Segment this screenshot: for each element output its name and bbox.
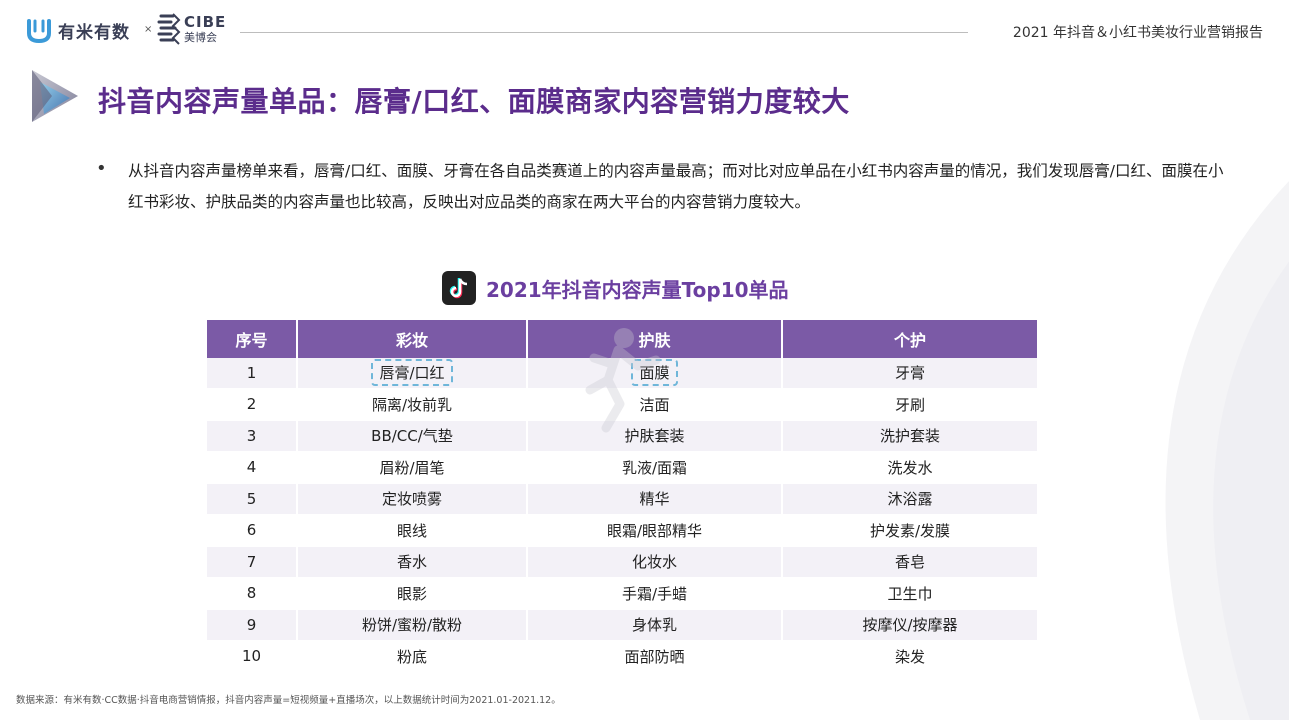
table-row: 4 眉粉/眉笔 乳液/面霜 洗发水: [207, 451, 1037, 484]
page-header: 有米有数 × CIBE 美博会 2021 年抖音＆小红书美妆行业营销报告: [0, 0, 1289, 60]
rank-cell: 3: [207, 420, 298, 453]
makeup-cell: 粉底: [297, 640, 528, 673]
makeup-cell: 粉饼/蜜粉/散粉: [297, 609, 528, 642]
bullet-marker: •: [96, 158, 107, 179]
rank-cell: 6: [207, 514, 298, 547]
personal-care-cell: 按摩仪/按摩器: [782, 609, 1037, 642]
youmi-logo-text: 有米有数: [58, 23, 130, 43]
personal-care-cell: 洗护套装: [782, 420, 1037, 453]
table-row: 2 隔离/妆前乳 洁面 牙刷: [207, 388, 1037, 421]
skincare-cell: 精华: [527, 483, 783, 516]
skincare-cell: 化妆水: [527, 546, 783, 579]
skincare-cell: 面部防晒: [527, 640, 783, 673]
header-skincare: 护肤: [527, 320, 783, 358]
rank-cell: 1: [207, 358, 298, 390]
header-personal-care: 个护: [782, 320, 1037, 358]
personal-care-cell: 护发素/发膜: [782, 514, 1037, 547]
highlighted-item: 面膜: [631, 359, 678, 387]
youmi-logo-icon: [27, 18, 51, 43]
personal-care-cell: 染发: [782, 640, 1037, 673]
rank-cell: 5: [207, 483, 298, 516]
rank-cell: 2: [207, 388, 298, 421]
table-title: 2021年抖音内容声量Top10单品: [486, 277, 789, 302]
header-rank: 序号: [207, 320, 298, 358]
header-makeup: 彩妆: [297, 320, 528, 358]
personal-care-cell: 牙膏: [782, 358, 1037, 390]
watermark-graphic: [1165, 181, 1289, 720]
table-body: 1 唇膏/口红 面膜 牙膏 2 隔离/妆前乳 洁面 牙刷 3 BB/CC/气垫 …: [207, 358, 1037, 673]
skincare-cell: 乳液/面霜: [527, 451, 783, 484]
table-row: 1 唇膏/口红 面膜 牙膏: [207, 358, 1037, 390]
header-divider: [240, 32, 968, 33]
skincare-cell: 身体乳: [527, 609, 783, 642]
rank-cell: 4: [207, 451, 298, 484]
table-row: 10 粉底 面部防晒 染发: [207, 640, 1037, 673]
top10-products-table: 序号 彩妆 护肤 个护 1 唇膏/口红 面膜 牙膏 2 隔离/妆前乳 洁面 牙刷…: [207, 320, 1037, 673]
skincare-cell: 洁面: [527, 388, 783, 421]
summary-paragraph: 从抖音内容声量榜单来看，唇膏/口红、面膜、牙膏在各自品类赛道上的内容声量最高；而…: [128, 162, 1224, 211]
makeup-cell: BB/CC/气垫: [297, 420, 528, 453]
runner-watermark-icon: [585, 328, 661, 433]
report-title: 2021 年抖音＆小红书美妆行业营销报告: [1012, 25, 1263, 41]
highlighted-item: 唇膏/口红: [371, 359, 453, 387]
rank-cell: 7: [207, 546, 298, 579]
makeup-cell: 眼线: [297, 514, 528, 547]
table-row: 9 粉饼/蜜粉/散粉 身体乳 按摩仪/按摩器: [207, 609, 1037, 642]
skincare-cell: 眼霜/眼部精华: [527, 514, 783, 547]
makeup-cell: 定妆喷雾: [297, 483, 528, 516]
makeup-cell: 眉粉/眉笔: [297, 451, 528, 484]
table-row: 7 香水 化妆水 香皂: [207, 546, 1037, 579]
personal-care-cell: 洗发水: [782, 451, 1037, 484]
youmi-logo: 有米有数: [26, 18, 130, 43]
tiktok-icon: [442, 271, 476, 305]
personal-care-cell: 香皂: [782, 546, 1037, 579]
makeup-cell: 唇膏/口红: [297, 358, 528, 390]
skincare-cell: 面膜: [527, 358, 783, 390]
table-row: 5 定妆喷雾 精华 沐浴露: [207, 483, 1037, 516]
personal-care-cell: 卫生巾: [782, 577, 1037, 610]
table-title-group: 2021年抖音内容声量Top10单品: [442, 271, 789, 305]
skincare-cell: 手霜/手蜡: [527, 577, 783, 610]
logo-separator: ×: [144, 24, 153, 35]
rank-cell: 8: [207, 577, 298, 610]
table-header-row: 序号 彩妆 护肤 个护: [207, 320, 1037, 358]
title-play-icon: [32, 70, 78, 122]
makeup-cell: 香水: [297, 546, 528, 579]
skincare-cell: 护肤套装: [527, 420, 783, 453]
rank-cell: 10: [207, 640, 298, 673]
makeup-cell: 眼影: [297, 577, 528, 610]
page-title: 抖音内容声量单品：唇膏/口红、面膜商家内容营销力度较大: [98, 85, 850, 118]
makeup-cell: 隔离/妆前乳: [297, 388, 528, 421]
personal-care-cell: 沐浴露: [782, 483, 1037, 516]
data-source-note: 数据来源：有米有数·CC数据·抖音电商营销情报，抖音内容声量=短视频量+直播场次…: [16, 695, 561, 706]
table-row: 6 眼线 眼霜/眼部精华 护发素/发膜: [207, 514, 1037, 547]
personal-care-cell: 牙刷: [782, 388, 1037, 421]
cibe-logo-icon: [157, 13, 181, 45]
cibe-logo: CIBE 美博会: [157, 12, 226, 46]
table-row: 8 眼影 手霜/手蜡 卫生巾: [207, 577, 1037, 610]
cibe-logo-bottom: 美博会: [184, 31, 217, 44]
cibe-logo-top: CIBE: [184, 13, 227, 31]
table-row: 3 BB/CC/气垫 护肤套装 洗护套装: [207, 420, 1037, 453]
rank-cell: 9: [207, 609, 298, 642]
